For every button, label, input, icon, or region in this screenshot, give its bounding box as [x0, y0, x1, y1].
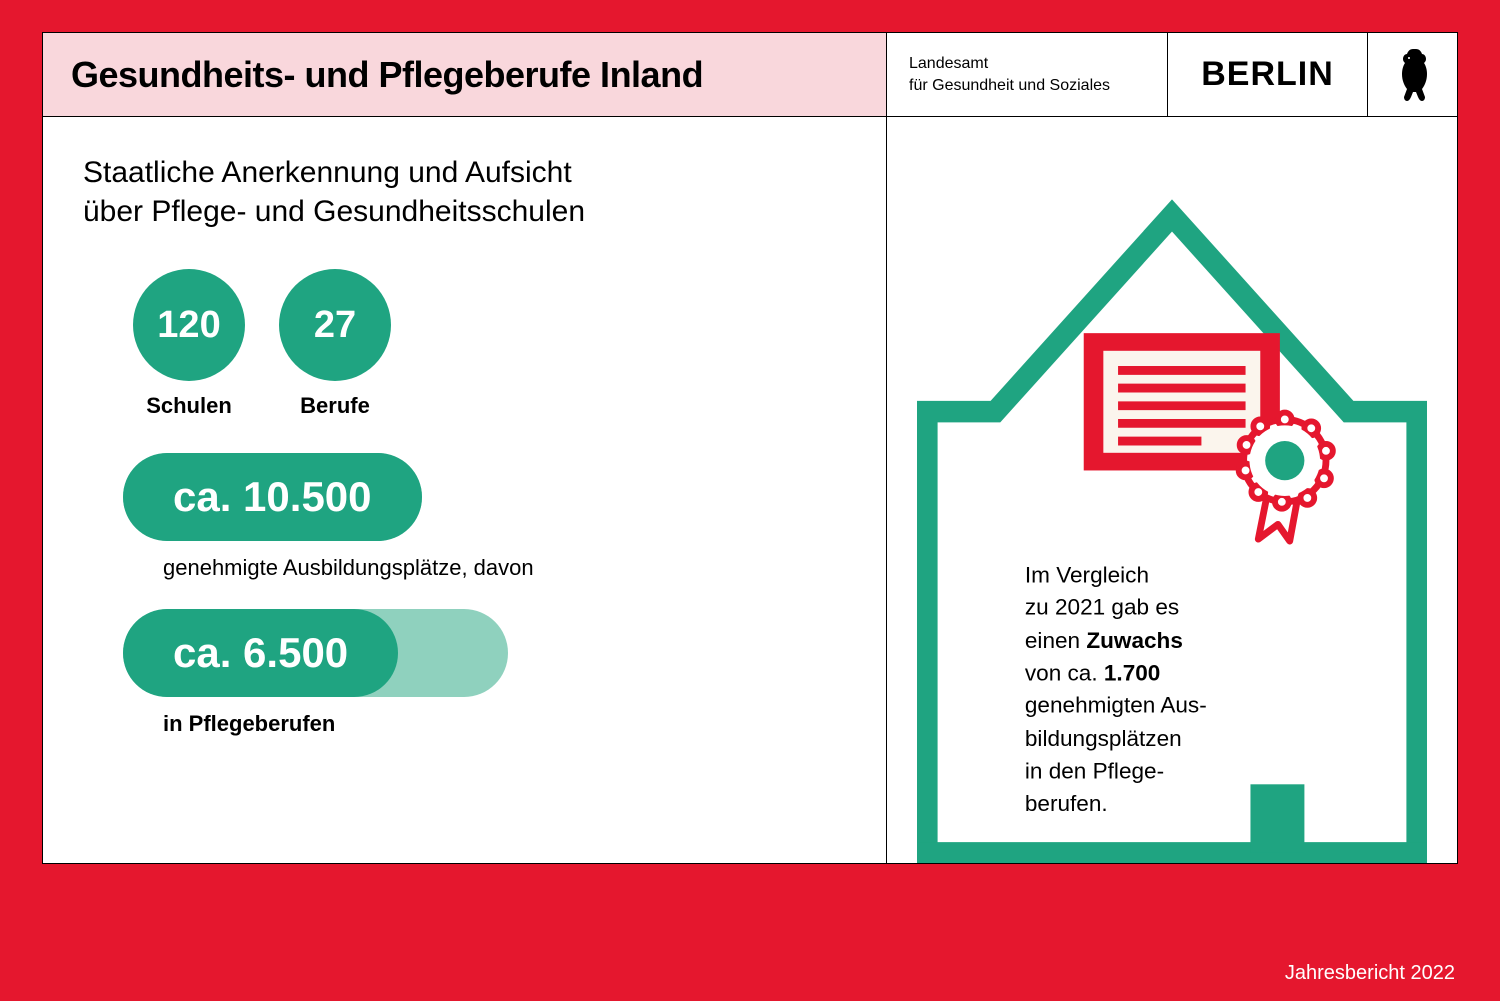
footer-report-year: Jahresbericht 2022 [1285, 962, 1455, 985]
t6: bildungsplätzen [1025, 725, 1182, 750]
body-row: Staatliche Anerkennung und Aufsicht über… [43, 117, 1457, 863]
subtitle: Staatliche Anerkennung und Aufsicht über… [83, 153, 846, 231]
t3a: einen [1025, 627, 1086, 652]
stat-circle-value: 27 [279, 269, 391, 381]
agency-line2: für Gesundheit und Soziales [909, 75, 1145, 97]
pill-label: in Pflegeberufen [163, 711, 846, 737]
t2: zu 2021 gab es [1025, 595, 1179, 620]
t1: Im Vergleich [1025, 562, 1149, 587]
pill-wrap: ca. 10.500 [123, 453, 422, 541]
stat-pill-nursing: ca. 6.500 in Pflegeberufen [123, 609, 846, 737]
pill-wrap: ca. 6.500 [123, 609, 398, 697]
left-column: Staatliche Anerkennung und Aufsicht über… [43, 117, 887, 863]
subtitle-line2: über Pflege- und Gesundheitsschulen [83, 195, 585, 228]
berlin-bear-icon [1367, 33, 1457, 116]
stat-circle-label: Schulen [133, 393, 245, 419]
page-title: Gesundheits- und Pflegeberufe Inland [71, 54, 703, 96]
right-column: Im Vergleich zu 2021 gab es einen Zuwach… [887, 117, 1457, 863]
agency-line1: Landesamt [909, 53, 1145, 75]
t8: berufen. [1025, 791, 1108, 816]
pill-label: genehmigte Ausbildungsplätze, davon [163, 555, 846, 581]
pill-value: ca. 10.500 [123, 453, 422, 541]
t3b: Zuwachs [1086, 627, 1183, 652]
stat-circles: 120 Schulen 27 Berufe [133, 269, 846, 419]
stat-pill-training-places: ca. 10.500 genehmigte Ausbildungsplätze,… [123, 453, 846, 581]
t7: in den Pflege- [1025, 758, 1164, 783]
berlin-brand: BERLIN [1167, 33, 1367, 116]
t5: genehmigten Aus- [1025, 693, 1207, 718]
stat-circle-professions: 27 Berufe [279, 269, 391, 419]
growth-text: Im Vergleich zu 2021 gab es einen Zuwach… [1025, 559, 1319, 821]
title-cell: Gesundheits- und Pflegeberufe Inland [43, 33, 887, 116]
house-icon: Im Vergleich zu 2021 gab es einen Zuwach… [917, 137, 1427, 863]
agency-cell: Landesamt für Gesundheit und Soziales [887, 33, 1167, 116]
t4a: von ca. [1025, 660, 1104, 685]
stat-circle-schools: 120 Schulen [133, 269, 245, 419]
t4b: 1.700 [1104, 660, 1160, 685]
pill-value: ca. 6.500 [123, 609, 398, 697]
subtitle-line1: Staatliche Anerkennung und Aufsicht [83, 156, 572, 189]
header-row: Gesundheits- und Pflegeberufe Inland Lan… [43, 33, 1457, 117]
page: Gesundheits- und Pflegeberufe Inland Lan… [0, 0, 1500, 1001]
stat-circle-value: 120 [133, 269, 245, 381]
stat-circle-label: Berufe [279, 393, 391, 419]
card: Gesundheits- und Pflegeberufe Inland Lan… [42, 32, 1458, 864]
